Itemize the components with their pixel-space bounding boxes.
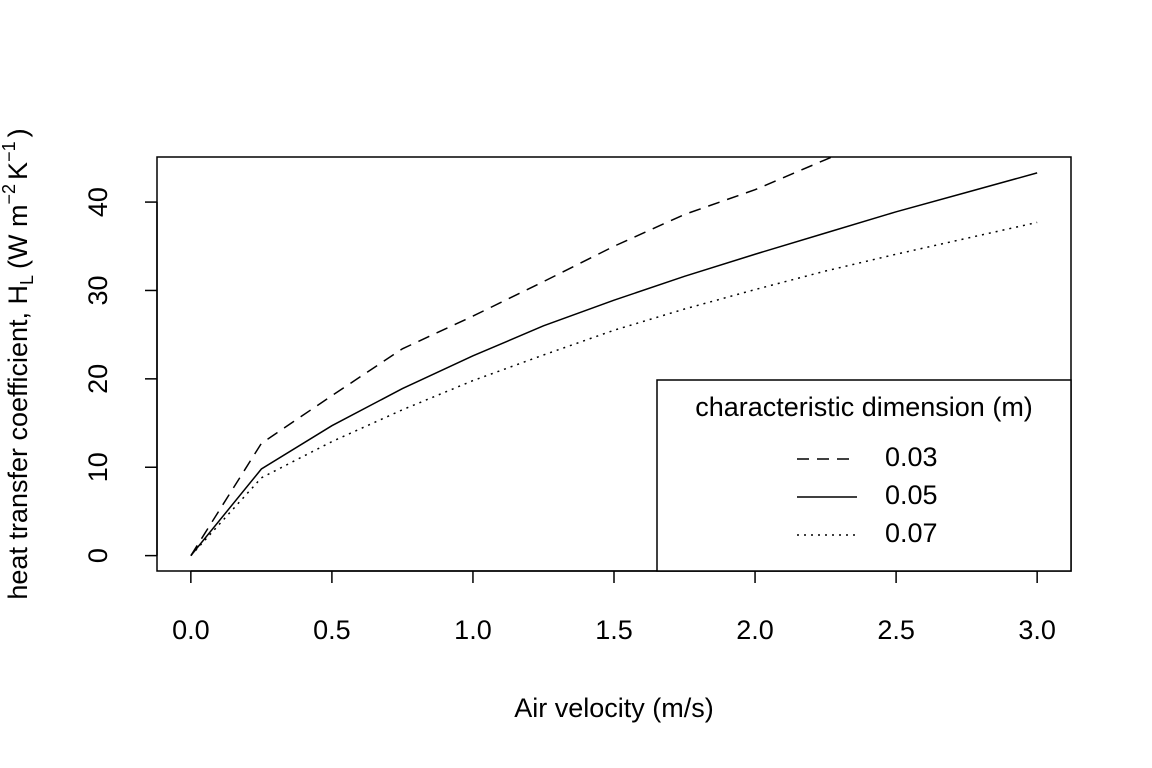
y-tick-label: 20 (83, 364, 113, 394)
legend-label: 0.05 (885, 480, 938, 510)
x-tick-label: 1.5 (595, 615, 633, 645)
y-label-exp: −1 (0, 141, 19, 162)
y-tick-label: 30 (83, 275, 113, 305)
x-tick-label: 2.0 (736, 615, 774, 645)
y-axis-label: heat transfer coefficient, HL (W m−2 K−1) (0, 128, 37, 599)
y-label-main: heat transfer coefficient, H (3, 285, 33, 600)
y-tick-label: 10 (83, 452, 113, 482)
y-label-unit: (W m (3, 204, 33, 268)
legend-title: characteristic dimension (m) (695, 392, 1033, 422)
plot-area (190, 157, 1038, 557)
x-tick-label: 0.0 (172, 615, 210, 645)
legend-box (656, 379, 1072, 572)
legend-label: 0.03 (885, 442, 938, 472)
x-tick-label: 2.5 (877, 615, 915, 645)
y-tick-label: 40 (83, 187, 113, 217)
legend-label: 0.07 (885, 518, 938, 548)
y-label-exp: −2 (0, 184, 19, 205)
x-tick-label: 0.5 (313, 615, 351, 645)
y-label-close: ) (3, 128, 33, 137)
y-label-unit: K (3, 162, 33, 180)
x-tick-label: 1.0 (454, 615, 492, 645)
y-label-sub: L (17, 275, 37, 285)
x-tick-label: 3.0 (1018, 615, 1056, 645)
y-tick-label: 0 (83, 548, 113, 563)
legend: characteristic dimension (m) 0.03 0.05 0.07 (656, 379, 1072, 572)
line-series (190, 172, 1038, 557)
x-axis-label: Air velocity (m/s) (514, 693, 714, 723)
